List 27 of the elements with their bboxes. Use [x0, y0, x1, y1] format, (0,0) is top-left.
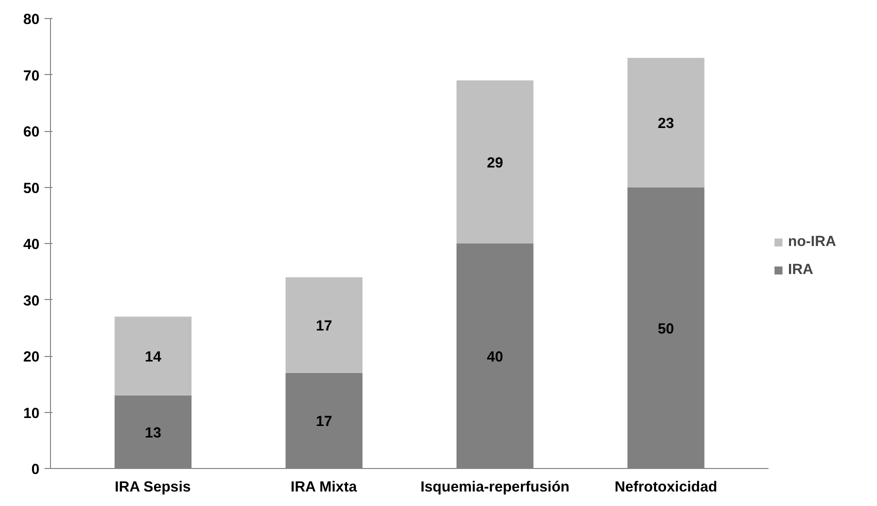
bar [456, 80, 534, 244]
bar [114, 316, 192, 396]
y-tick-label: 50 [23, 180, 40, 197]
y-tick-label: 40 [23, 237, 40, 253]
legend-label: no-IRA [788, 234, 836, 250]
x-tick-label: IRA Sepsis [114, 480, 191, 496]
y-tick-label: 0 [31, 462, 40, 478]
legend-label: IRA [788, 262, 814, 278]
data-label: 17 [316, 318, 332, 335]
y-tick-label: 80 [23, 12, 40, 28]
data-label: 50 [658, 321, 674, 338]
data-label: 13 [144, 425, 162, 442]
data-label: 14 [144, 350, 162, 366]
y-tick-label: 10 [23, 406, 40, 422]
data-label: 23 [658, 116, 674, 132]
data-label: 29 [486, 155, 504, 172]
x-tick-label: IRA Mixta [290, 480, 358, 496]
bar [627, 58, 704, 188]
y-tick-label: 70 [23, 68, 40, 84]
y-tick-label: 30 [23, 293, 40, 310]
data-label: 40 [486, 350, 504, 366]
bar [286, 277, 362, 373]
x-tick-label: Nefrotoxicidad [614, 480, 718, 496]
data-label: 17 [316, 414, 332, 430]
y-tick-label: 60 [23, 124, 40, 140]
y-tick-label: 20 [23, 350, 40, 366]
x-tick-label: Isquemia-reperfusión [420, 480, 570, 496]
